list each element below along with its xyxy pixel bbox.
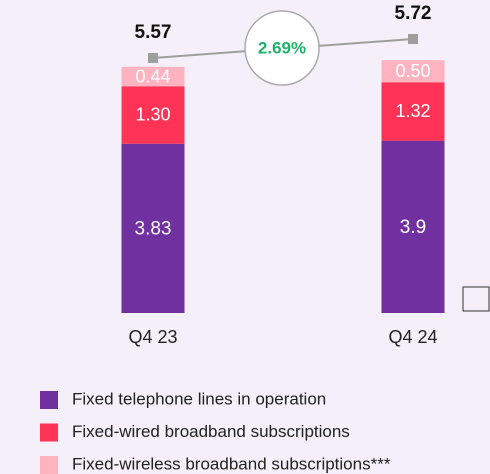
total-label: 5.72: [395, 3, 432, 24]
bar-segment: [121, 86, 185, 144]
legend-swatch: [40, 391, 58, 409]
bar-segment: [121, 143, 185, 313]
legend-label: Fixed telephone lines in operation: [72, 389, 326, 408]
value-label: 1.32: [395, 101, 430, 121]
legend-label: Fixed-wired broadband subscriptions: [72, 422, 350, 441]
growth-label: 2.69%: [258, 38, 306, 57]
x-tick-label: Q4 23: [128, 327, 177, 347]
legend-swatch: [40, 423, 58, 442]
total-label: 5.57: [135, 22, 172, 43]
bar-segment: [381, 140, 445, 313]
value-label: 1.30: [135, 105, 170, 125]
legend-swatch: [40, 456, 58, 474]
bar-segment: [121, 66, 185, 87]
x-tick-label: Q4 24: [388, 327, 437, 347]
bar-segment: [381, 60, 445, 83]
bar-segment: [381, 82, 445, 141]
legend-label: Fixed-wireless broadband subscriptions**…: [72, 454, 391, 473]
value-label: 0.44: [135, 66, 170, 86]
total-marker: [148, 53, 158, 63]
total-marker: [408, 34, 418, 44]
value-label: 3.9: [400, 217, 426, 238]
page-marker-box: [462, 286, 490, 312]
value-label: 3.83: [135, 218, 172, 239]
value-label: 0.50: [395, 61, 430, 81]
growth-bubble: [244, 10, 320, 86]
